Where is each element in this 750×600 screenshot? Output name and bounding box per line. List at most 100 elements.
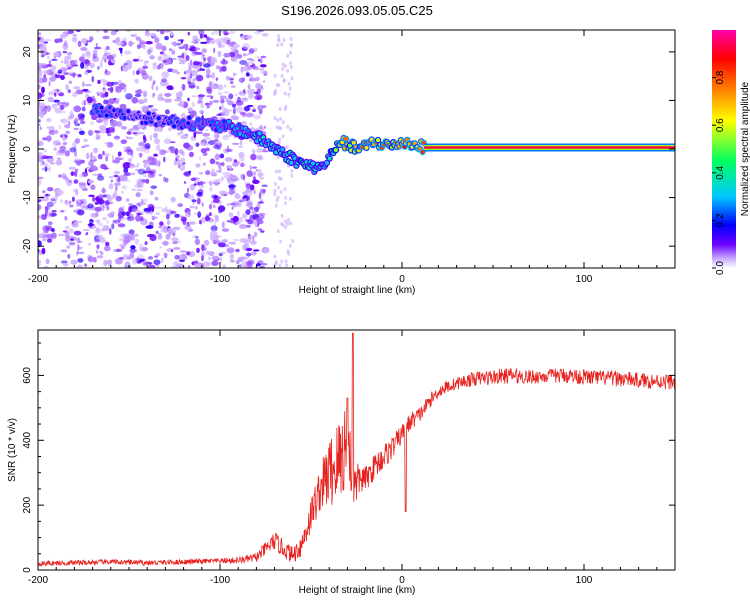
noise-speckle xyxy=(289,37,293,41)
noise-speckle xyxy=(252,249,260,252)
noise-speckle xyxy=(73,209,76,213)
noise-speckle xyxy=(247,84,251,90)
noise-speckle xyxy=(257,228,263,231)
noise-speckle xyxy=(38,240,42,248)
spectrogram-x-tick-label: 100 xyxy=(576,274,593,285)
noise-speckle xyxy=(164,35,170,41)
noise-speckle xyxy=(246,58,254,61)
noise-speckle xyxy=(191,40,196,43)
noise-speckle xyxy=(180,39,183,44)
noise-speckle xyxy=(48,81,51,87)
noise-speckle xyxy=(150,185,158,189)
noise-speckle xyxy=(201,255,204,262)
noise-speckle xyxy=(149,55,155,60)
noise-speckle xyxy=(188,65,192,71)
noise-speckle xyxy=(177,103,184,106)
snr-x-tick-label: -100 xyxy=(210,575,230,586)
noise-speckle xyxy=(68,241,76,246)
noise-speckle xyxy=(122,211,126,216)
noise-speckle xyxy=(240,260,248,266)
noise-speckle xyxy=(226,203,231,206)
noise-speckle xyxy=(208,256,211,261)
noise-speckle xyxy=(131,97,139,104)
noise-speckles xyxy=(38,30,295,268)
noise-speckle xyxy=(229,173,234,177)
noise-speckle xyxy=(233,58,238,62)
noise-speckle xyxy=(246,190,253,197)
noise-speckle xyxy=(252,179,260,184)
noise-speckle xyxy=(81,146,86,148)
noise-speckle xyxy=(178,97,182,101)
noise-speckle xyxy=(214,139,219,142)
noise-speckle xyxy=(259,57,263,64)
noise-speckle xyxy=(138,243,144,249)
noise-speckle xyxy=(247,88,255,95)
noise-speckle xyxy=(107,195,111,201)
noise-speckle xyxy=(236,106,243,113)
noise-speckle xyxy=(214,153,221,161)
noise-speckle xyxy=(67,30,75,34)
noise-speckle xyxy=(136,254,145,260)
noise-speckle xyxy=(250,64,254,68)
noise-speckle xyxy=(277,176,281,181)
noise-speckle xyxy=(187,48,190,51)
noise-speckle xyxy=(151,215,156,221)
noise-speckle xyxy=(90,121,94,126)
noise-speckle xyxy=(180,215,184,219)
noise-speckle xyxy=(154,216,158,219)
noise-speckle xyxy=(228,184,237,189)
noise-speckle xyxy=(45,225,53,231)
noise-speckle xyxy=(136,212,142,216)
noise-speckle xyxy=(74,170,78,177)
noise-speckle xyxy=(283,91,287,96)
noise-speckle xyxy=(215,38,222,44)
noise-speckle xyxy=(147,256,154,260)
noise-speckle xyxy=(140,216,144,222)
ridge-point xyxy=(99,105,104,110)
noise-speckle xyxy=(82,228,91,232)
noise-speckle xyxy=(103,120,109,126)
noise-speckle xyxy=(73,179,79,184)
noise-speckle xyxy=(212,99,220,103)
spectrogram-xlabel: Height of straight line (km) xyxy=(299,285,416,296)
noise-speckle xyxy=(183,172,191,176)
noise-speckle xyxy=(205,142,209,148)
noise-speckle xyxy=(257,173,264,177)
noise-speckle xyxy=(131,172,136,175)
noise-speckle xyxy=(179,59,188,62)
noise-speckle xyxy=(210,181,213,186)
noise-speckle xyxy=(67,89,72,94)
noise-speckle xyxy=(114,156,121,164)
noise-speckle xyxy=(220,103,225,111)
noise-speckle xyxy=(219,95,227,100)
noise-speckle xyxy=(226,247,235,254)
noise-speckle xyxy=(225,98,230,103)
noise-speckle xyxy=(102,217,107,221)
noise-speckle xyxy=(281,62,285,67)
noise-speckle xyxy=(171,237,179,242)
noise-speckle xyxy=(137,89,142,92)
noise-speckle xyxy=(205,217,211,221)
noise-speckle xyxy=(122,253,128,261)
noise-speckle xyxy=(249,184,255,191)
noise-speckle xyxy=(258,68,265,71)
noise-speckle xyxy=(104,91,109,98)
noise-speckle xyxy=(235,248,240,253)
colorbar-tick-label: 0.6 xyxy=(715,118,726,132)
noise-speckle xyxy=(256,56,260,59)
noise-speckle xyxy=(166,85,174,90)
noise-speckle xyxy=(228,51,236,58)
noise-speckle xyxy=(65,179,73,187)
noise-speckle xyxy=(55,194,58,201)
noise-speckle xyxy=(206,88,213,95)
noise-speckle xyxy=(83,144,90,147)
noise-speckle xyxy=(67,254,71,259)
noise-speckle xyxy=(279,239,283,244)
noise-speckle xyxy=(76,30,81,33)
noise-speckle xyxy=(192,61,201,66)
noise-speckle xyxy=(74,117,79,123)
noise-speckle xyxy=(200,41,208,44)
noise-speckle xyxy=(77,40,82,47)
noise-speckle xyxy=(109,119,118,127)
noise-speckle xyxy=(159,149,166,156)
